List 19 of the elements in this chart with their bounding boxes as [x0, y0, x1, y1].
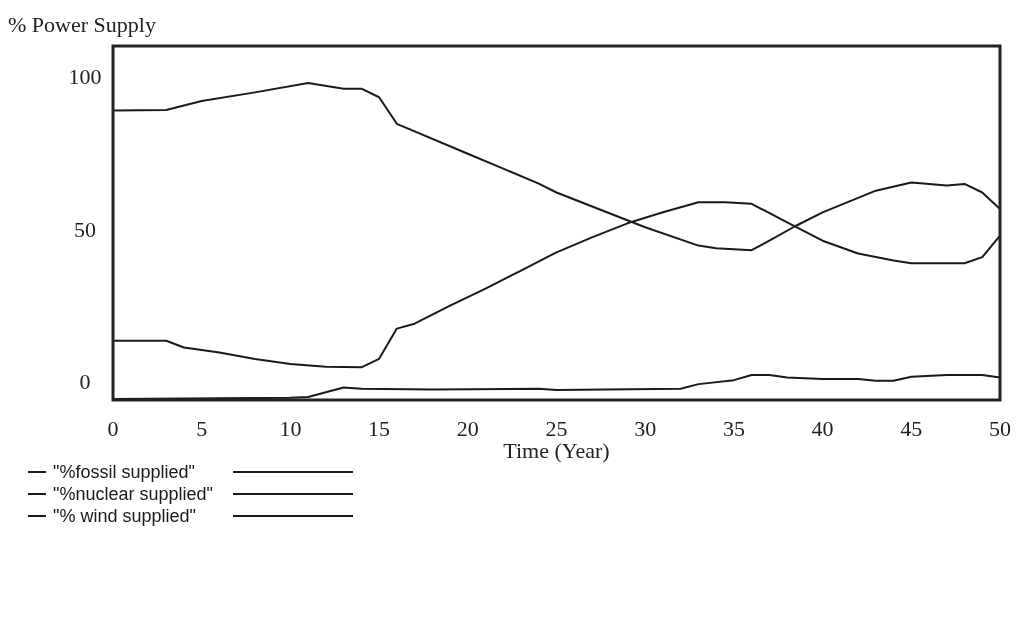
x-tick-label: 30: [634, 415, 657, 441]
x-tick-label: 45: [900, 415, 923, 441]
legend-label: "%nuclear supplied": [53, 484, 213, 504]
legend-label: "%fossil supplied": [53, 462, 195, 482]
x-tick-label: 5: [196, 415, 208, 441]
legend-label: "% wind supplied": [53, 506, 196, 526]
x-axis-title: Time (Year): [503, 438, 610, 463]
x-tick-label: 40: [811, 415, 834, 441]
x-tick-label: 50: [989, 415, 1011, 441]
x-tick-label: 20: [456, 415, 479, 441]
y-axis-title: % Power Supply: [8, 12, 156, 37]
y-tick-label: 100: [68, 64, 102, 90]
x-tick-label: 15: [368, 415, 391, 441]
x-tick-label: 25: [545, 415, 568, 441]
y-tick-label: 0: [79, 369, 91, 395]
x-tick-label: 10: [279, 415, 302, 441]
x-tick-label: 0: [107, 415, 119, 441]
y-tick-label: 50: [74, 216, 96, 242]
x-tick-label: 35: [722, 415, 745, 441]
